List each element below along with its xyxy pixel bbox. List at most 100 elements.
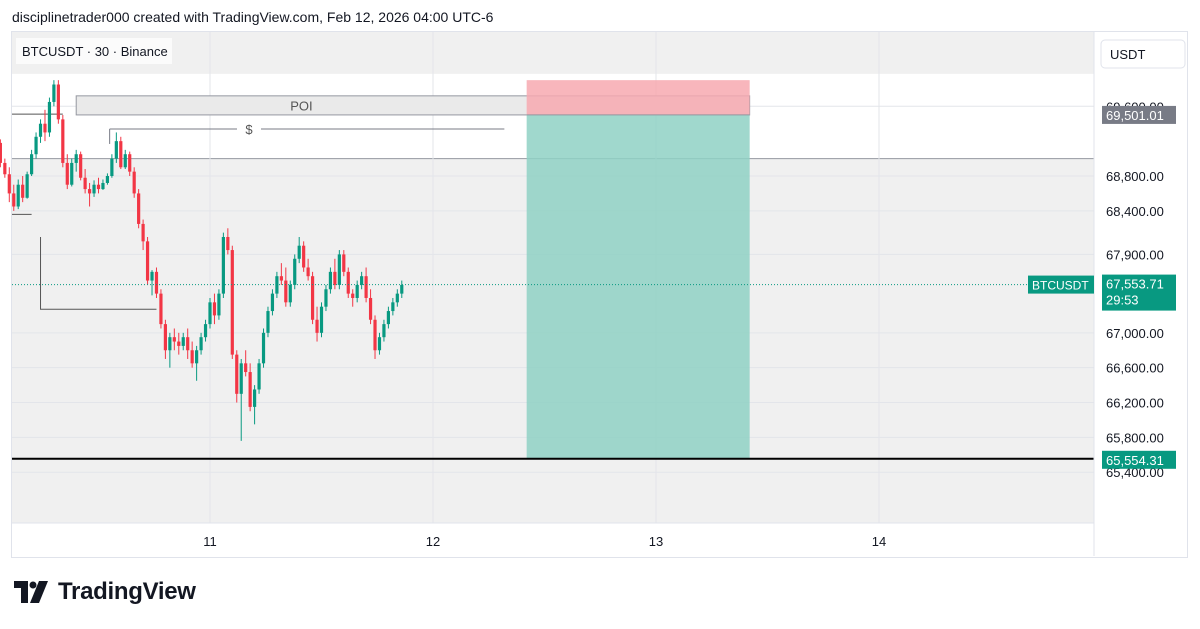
candle-down: [284, 280, 288, 303]
candle-down: [235, 354, 239, 394]
candle-down: [128, 154, 132, 172]
symbol-tag-box: [1028, 275, 1094, 294]
candle-up: [382, 324, 386, 338]
candle-down: [137, 193, 141, 224]
candle-up: [199, 337, 203, 351]
candle-up: [337, 254, 341, 285]
candle-down: [351, 293, 355, 298]
candle-up: [34, 136, 38, 155]
entry-price-label: 69,501.01: [1106, 108, 1164, 123]
currency-button[interactable]: [1100, 39, 1186, 69]
candle-down: [154, 271, 159, 294]
candle-down: [212, 302, 217, 316]
time-tick-label: 11: [203, 534, 217, 549]
candle-down: [186, 337, 190, 351]
brand-name: TradingView: [58, 578, 196, 605]
liquidity-label: $: [245, 122, 253, 137]
last-price-label-box: [1102, 274, 1176, 311]
candle-down: [145, 241, 150, 281]
candle-up: [293, 258, 297, 285]
candle-up: [38, 123, 43, 137]
currency-label: USDT: [1110, 47, 1145, 62]
symbol-tag: BTCUSDT: [1032, 279, 1089, 293]
tradingview-brand[interactable]: TradingView: [14, 578, 196, 606]
candle-down: [56, 84, 60, 120]
candle-down: [79, 154, 83, 178]
candle-down: [342, 254, 346, 272]
stop-loss-zone[interactable]: [526, 80, 750, 115]
candle-up: [377, 337, 382, 351]
price-tick-label: 67,000.00: [1106, 326, 1164, 341]
candle-down: [333, 271, 337, 285]
time-tick-label: 14: [872, 534, 886, 549]
candle-down: [61, 119, 65, 163]
symbol-legend: BTCUSDT · 30 · Binance: [22, 44, 168, 59]
candle-down: [368, 297, 373, 320]
candle-up: [110, 158, 114, 176]
price-tick-label: 65,400.00: [1106, 465, 1164, 480]
candle-down: [119, 141, 123, 168]
candle-up: [288, 284, 292, 303]
candle-up: [52, 84, 56, 102]
price-tick-label: 67,900.00: [1106, 247, 1164, 262]
candle-up: [239, 363, 243, 394]
candle-up: [70, 162, 74, 185]
candle-up: [319, 306, 324, 333]
tradingview-logo-icon: [14, 581, 48, 603]
candle-up: [266, 311, 270, 333]
candle-up: [270, 293, 275, 312]
target-price-label-box: [1102, 450, 1176, 469]
candle-down: [373, 319, 377, 351]
take-profit-zone[interactable]: [526, 114, 750, 459]
candle-up: [257, 363, 261, 390]
candle-down: [96, 184, 101, 190]
candle-up: [297, 245, 301, 259]
candle-up: [123, 154, 127, 168]
candle-down: [163, 324, 167, 351]
candle-down: [65, 162, 69, 185]
price-tick-label: 68,800.00: [1106, 169, 1164, 184]
candle-down: [159, 293, 163, 325]
candle-up: [386, 311, 390, 325]
candle-down: [43, 123, 47, 133]
candle-up: [253, 389, 257, 407]
candle-down: [7, 174, 11, 194]
symbol-legend-box: [16, 38, 172, 64]
candle-up: [195, 350, 199, 364]
candle-up: [261, 332, 266, 364]
candle-up: [101, 182, 105, 190]
chart-attribution: disciplinetrader000 created with Trading…: [12, 9, 494, 25]
candle-up: [168, 337, 172, 351]
target-price-label: 65,554.31: [1106, 453, 1164, 468]
candle-up: [47, 101, 52, 133]
candle-down: [248, 372, 252, 407]
candle-up: [324, 289, 328, 307]
candle-down: [132, 171, 136, 194]
time-tick-label: 13: [649, 534, 663, 549]
candle-down: [177, 341, 181, 346]
candle-up: [92, 184, 96, 194]
candle-up: [74, 154, 78, 163]
candle-down: [87, 189, 92, 194]
price-tick-label: 65,800.00: [1106, 430, 1164, 445]
candle-up: [355, 284, 359, 298]
candle-up: [105, 176, 110, 183]
swing-step-line[interactable]: [40, 236, 157, 310]
candle-down: [315, 319, 319, 333]
candle-down: [12, 193, 16, 207]
candle-up: [25, 174, 29, 198]
candle-down: [172, 337, 176, 342]
candle-up: [328, 271, 333, 290]
candle-down: [302, 245, 306, 268]
price-tick-label: 66,600.00: [1106, 361, 1164, 376]
candle-up: [391, 302, 395, 312]
candle-up: [395, 293, 399, 303]
candle-up: [181, 337, 185, 346]
time-tick-label: 12: [426, 534, 440, 549]
candle-down: [190, 350, 194, 364]
candle-down: [21, 184, 25, 198]
candle-up: [150, 271, 154, 281]
candle-down: [364, 276, 368, 298]
candle-up: [30, 154, 34, 175]
